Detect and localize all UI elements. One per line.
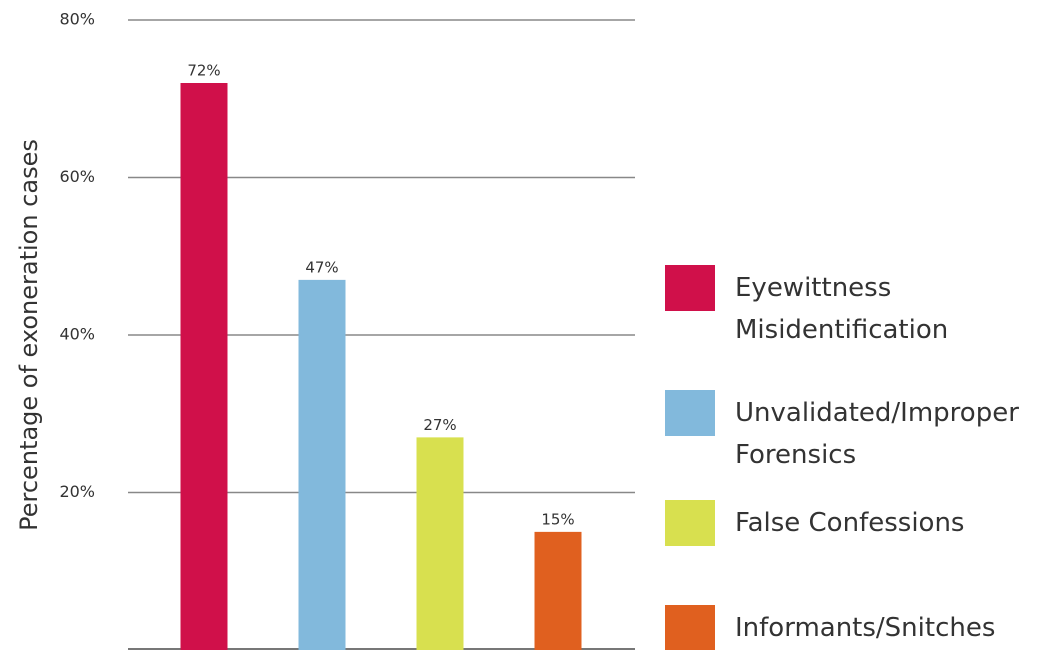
legend-label: False Confessions — [735, 508, 965, 538]
data-label: 72% — [187, 62, 220, 80]
bar — [416, 437, 464, 650]
data-label: 47% — [305, 258, 338, 276]
legend-label: Informants/Snitches — [735, 613, 996, 643]
bar — [298, 279, 346, 650]
legend-swatch — [665, 605, 715, 650]
legend-item: Unvalidated/Improper Forensics — [665, 390, 1055, 476]
data-label: 15% — [541, 510, 574, 528]
bar — [534, 531, 582, 650]
y-tick-label: 20% — [59, 482, 95, 501]
legend-label: Eyewittness Misidentification — [735, 273, 949, 345]
data-label: 27% — [423, 416, 456, 434]
legend-swatch — [665, 265, 715, 311]
y-axis-label: Percentage of exoneration cases — [15, 139, 43, 531]
legend-item: Informants/Snitches — [665, 605, 1055, 650]
legend-item: False Confessions — [665, 500, 1055, 546]
legend-label: Unvalidated/Improper Forensics — [735, 398, 1019, 470]
y-tick-label: 80% — [59, 10, 95, 29]
bar — [180, 83, 228, 650]
y-tick-label: 40% — [59, 325, 95, 344]
legend-item: Eyewittness Misidentification — [665, 265, 1055, 351]
legend-swatch — [665, 500, 715, 546]
y-tick-label: 60% — [59, 167, 95, 186]
legend-swatch — [665, 390, 715, 436]
